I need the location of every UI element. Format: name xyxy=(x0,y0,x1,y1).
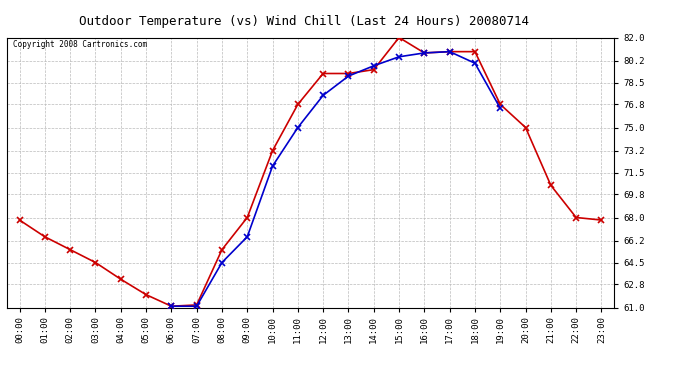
Text: Outdoor Temperature (vs) Wind Chill (Last 24 Hours) 20080714: Outdoor Temperature (vs) Wind Chill (Las… xyxy=(79,15,529,28)
Text: Copyright 2008 Cartronics.com: Copyright 2008 Cartronics.com xyxy=(13,40,147,49)
